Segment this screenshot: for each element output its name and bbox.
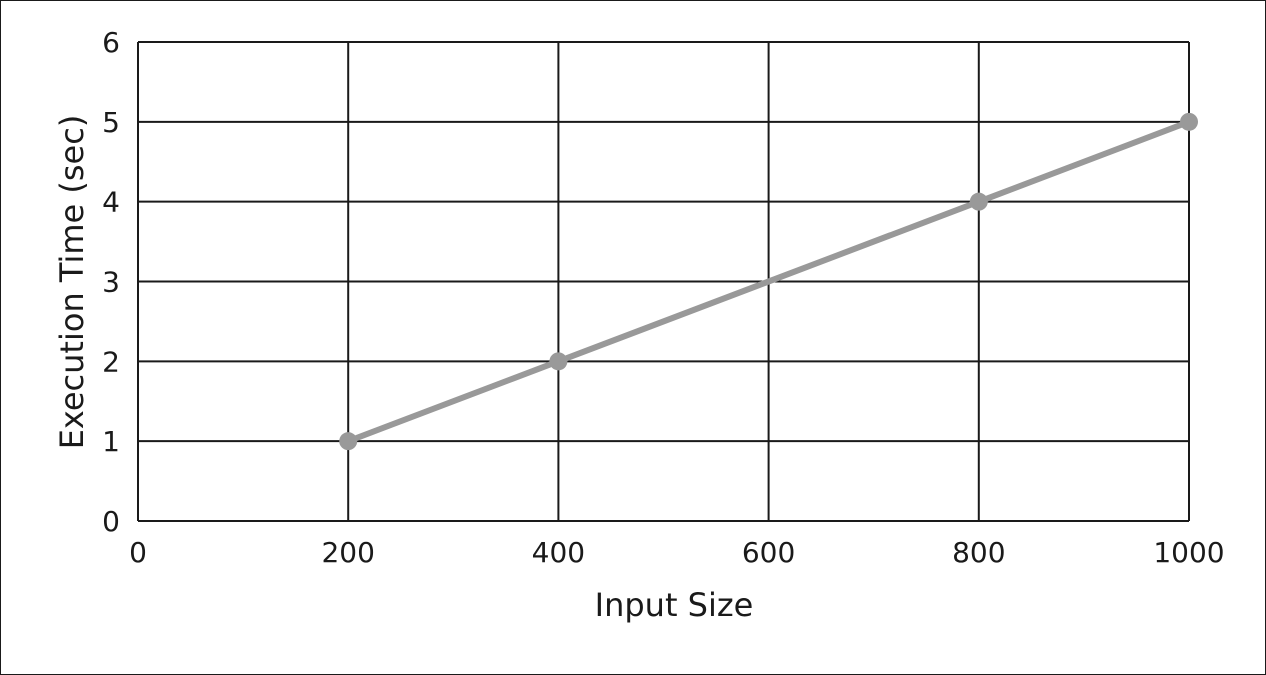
series-group bbox=[339, 112, 1198, 451]
data-point bbox=[339, 432, 358, 451]
y-tick-label: 0 bbox=[102, 505, 120, 538]
x-axis-title: Input Size bbox=[595, 586, 754, 624]
data-point bbox=[1180, 112, 1198, 131]
grid-lines bbox=[137, 41, 1190, 522]
x-tick-label: 600 bbox=[742, 536, 795, 569]
y-tick-label: 2 bbox=[102, 345, 120, 378]
x-tick-label: 800 bbox=[952, 536, 1005, 569]
x-tick-label: 0 bbox=[129, 536, 147, 569]
y-tick-label: 4 bbox=[102, 186, 120, 219]
x-tick-label: 400 bbox=[532, 536, 585, 569]
y-tick-labels: 0 1 2 3 4 5 6 bbox=[102, 26, 120, 538]
y-tick-label: 5 bbox=[102, 106, 120, 139]
data-point bbox=[549, 352, 568, 371]
data-point bbox=[969, 192, 988, 211]
y-tick-label: 1 bbox=[102, 425, 120, 458]
series-line bbox=[345, 118, 1192, 445]
x-tick-label: 200 bbox=[321, 536, 374, 569]
x-tick-labels: 0 200 400 600 800 1000 bbox=[129, 536, 1225, 569]
y-tick-label: 3 bbox=[102, 266, 120, 299]
y-tick-label: 6 bbox=[102, 26, 120, 59]
x-tick-label: 1000 bbox=[1153, 536, 1224, 569]
y-axis-title: Execution Time (sec) bbox=[53, 115, 91, 450]
